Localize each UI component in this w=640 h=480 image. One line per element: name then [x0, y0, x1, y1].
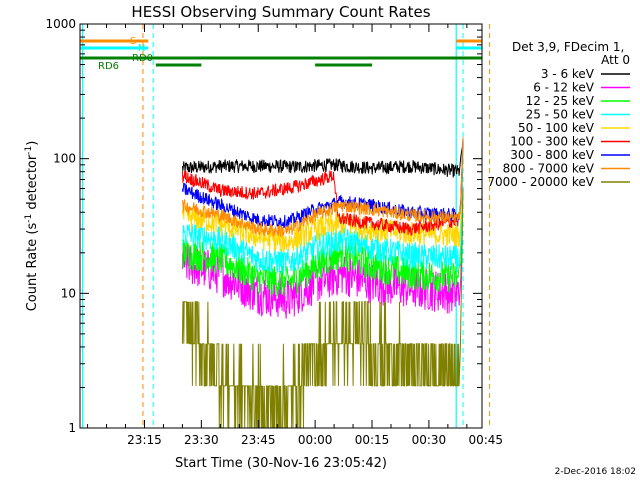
- x-tick-label-5: 00:30: [412, 433, 447, 447]
- legend-header-line-1: Det 3,9, FDecim 1,: [512, 40, 624, 54]
- y-tick-label-1: 1: [68, 421, 76, 435]
- series-line-9: [181, 188, 464, 429]
- y-tick-label-10: 10: [61, 286, 76, 300]
- legend-label-1: 3 - 6 keV: [541, 67, 595, 81]
- x-tick-label-6: 00:45: [468, 433, 503, 447]
- series-line-5: [181, 139, 464, 253]
- x-tick-label-2: 23:45: [241, 433, 276, 447]
- series-line-6: [181, 138, 464, 236]
- legend-label-5: 50 - 100 keV: [518, 121, 595, 135]
- legend-label-8: 800 - 7000 keV: [503, 162, 595, 176]
- flag-label-s: S: [130, 36, 136, 47]
- y-tick-label-100: 100: [53, 152, 76, 166]
- series-line-1: [181, 143, 464, 178]
- legend-label-2: 6 - 12 keV: [533, 81, 595, 95]
- x-tick-label-1: 23:30: [184, 433, 219, 447]
- plot-frame: [79, 23, 483, 429]
- legend-label-3: 12 - 25 keV: [526, 94, 595, 108]
- series-line-3: [181, 141, 464, 297]
- chart-title: HESSI Observing Summary Count Rates: [131, 3, 430, 21]
- y-axis-label: Count Rate (s-1 detector-1): [24, 141, 40, 312]
- flag-label-rd6: RD6: [98, 61, 119, 72]
- legend-label-4: 25 - 50 keV: [526, 108, 595, 122]
- legend-label-6: 100 - 300 keV: [510, 135, 594, 149]
- x-tick-label-4: 00:15: [355, 433, 390, 447]
- flag-label-n: N: [138, 43, 145, 54]
- legend-label-7: 300 - 800 keV: [510, 148, 594, 162]
- legend-label-9: 7000 - 20000 keV: [487, 175, 594, 189]
- series-line-4: [181, 140, 464, 275]
- x-ticks: 23:15 23:30 23:45 00:00 00:15 00:30 00:45: [87, 24, 503, 447]
- timestamp: 2-Dec-2016 18:02: [555, 467, 636, 477]
- y-ticks: 1 10 100 1000: [45, 17, 482, 435]
- x-tick-label-0: 23:15: [127, 433, 162, 447]
- flag-label-rd0: RD0: [132, 53, 153, 64]
- x-tick-label-3: 00:00: [298, 433, 333, 447]
- x-axis-label: Start Time (30-Nov-16 23:05:42): [175, 456, 387, 471]
- series-line-8: [181, 137, 464, 237]
- legend-header-line-2: Att 0: [601, 53, 630, 67]
- y-tick-label-1000: 1000: [45, 17, 76, 31]
